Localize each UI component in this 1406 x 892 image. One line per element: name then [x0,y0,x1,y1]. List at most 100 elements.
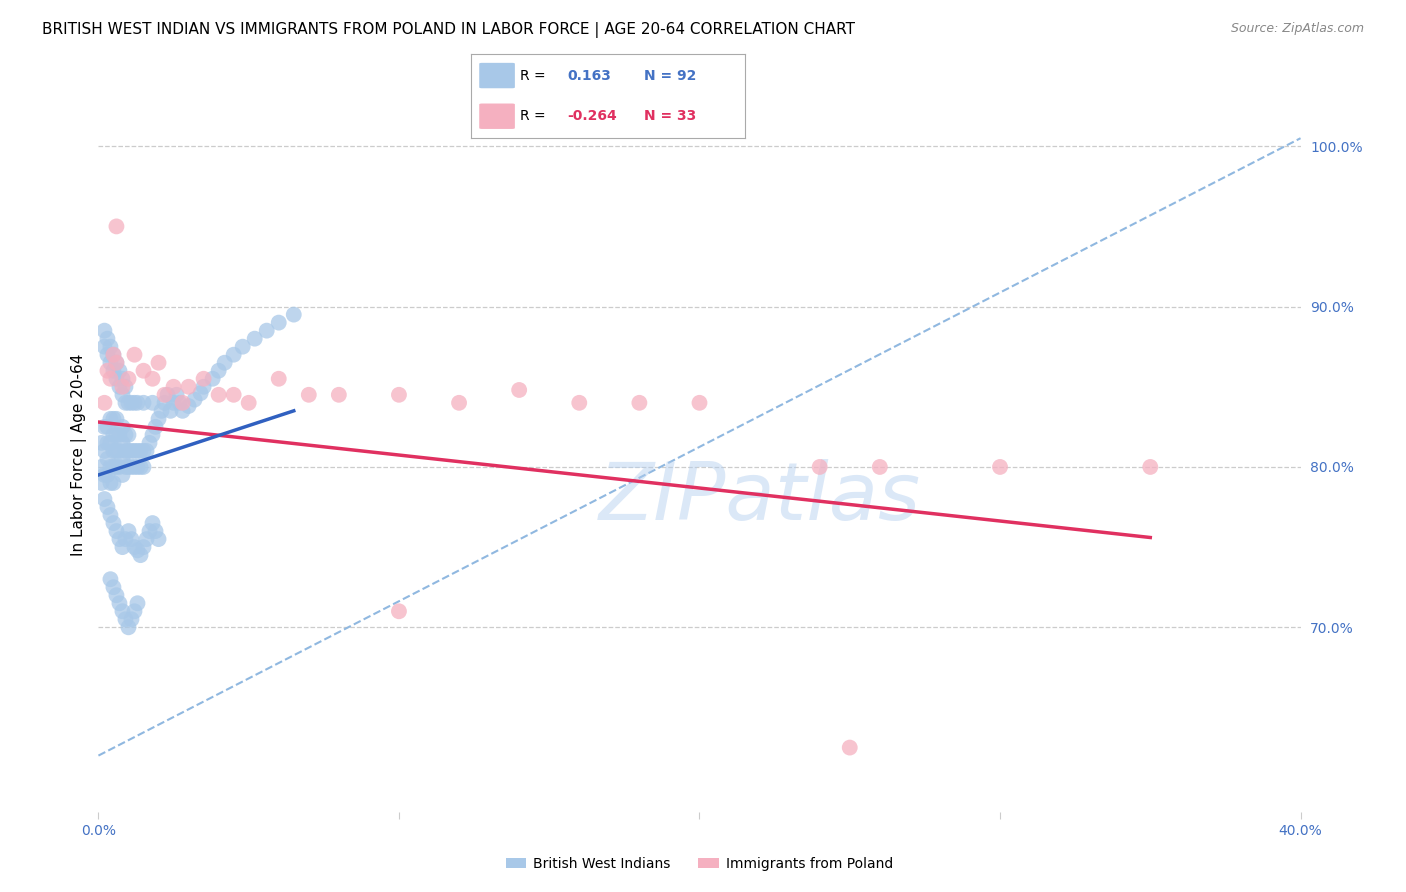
Point [208,388,231,402]
Point [121,444,143,458]
Point [117,372,139,386]
Point [100,356,122,370]
Point [111,436,134,450]
Point [808,459,831,474]
Point [568,396,591,410]
Point [103,444,125,458]
Point [177,399,200,413]
Point [108,596,131,610]
Point [166,388,188,402]
Point [388,388,411,402]
Point [135,444,157,458]
Point [117,620,139,634]
Point [689,396,711,410]
Point [111,388,134,402]
Point [103,364,125,378]
Point [117,396,139,410]
Point [132,444,155,458]
Point [103,580,125,594]
Point [103,412,125,426]
Point [129,548,152,562]
Point [838,740,860,755]
Point [141,372,163,386]
Point [988,459,1011,474]
Text: N = 33: N = 33 [644,109,696,123]
Point [96,451,118,466]
Point [141,516,163,530]
Y-axis label: In Labor Force | Age 20-64: In Labor Force | Age 20-64 [72,354,87,556]
Point [222,348,245,362]
Point [111,451,134,466]
Point [103,428,125,442]
Point [183,392,205,407]
Text: R =: R = [520,109,546,123]
Point [388,604,411,618]
Point [256,324,278,338]
Point [108,532,131,546]
Point [172,396,194,410]
Point [121,459,143,474]
Point [214,356,236,370]
Point [96,332,118,346]
Point [105,412,128,426]
Point [93,420,115,434]
Point [156,388,179,402]
Point [121,532,143,546]
Point [201,372,224,386]
Point [111,420,134,434]
Point [141,428,163,442]
Text: Source: ZipAtlas.com: Source: ZipAtlas.com [1230,22,1364,36]
Point [105,524,128,538]
Point [628,396,651,410]
Text: N = 92: N = 92 [644,69,696,83]
Point [283,308,305,322]
Point [105,219,128,234]
Point [121,396,143,410]
Point [153,388,176,402]
Point [222,388,245,402]
Point [100,508,122,522]
Point [193,380,215,394]
Point [90,475,112,490]
Text: 0.163: 0.163 [567,69,610,83]
Point [138,524,160,538]
Point [124,444,146,458]
Point [117,428,139,442]
Text: BRITISH WEST INDIAN VS IMMIGRANTS FROM POLAND IN LABOR FORCE | AGE 20-64 CORRELA: BRITISH WEST INDIAN VS IMMIGRANTS FROM P… [42,22,855,38]
Point [127,459,149,474]
Point [148,356,170,370]
Point [150,404,173,418]
Point [103,348,125,362]
Legend: British West Indians, Immigrants from Poland: British West Indians, Immigrants from Po… [501,851,898,876]
Point [96,467,118,482]
Point [105,459,128,474]
Point [100,372,122,386]
Point [117,459,139,474]
Point [114,444,136,458]
Point [114,459,136,474]
Point [127,444,149,458]
Point [111,380,134,394]
Point [105,588,128,602]
Text: -0.264: -0.264 [567,109,617,123]
Point [93,340,115,354]
Point [162,380,184,394]
Point [124,459,146,474]
Point [267,316,290,330]
Point [96,420,118,434]
Point [93,324,115,338]
Point [153,396,176,410]
Point [169,396,191,410]
Point [111,467,134,482]
Point [100,572,122,586]
Point [238,396,260,410]
Point [208,364,231,378]
Point [127,396,149,410]
Point [121,612,143,626]
Point [108,364,131,378]
Point [108,380,131,394]
Point [105,356,128,370]
Point [100,340,122,354]
Point [138,436,160,450]
Point [90,436,112,450]
